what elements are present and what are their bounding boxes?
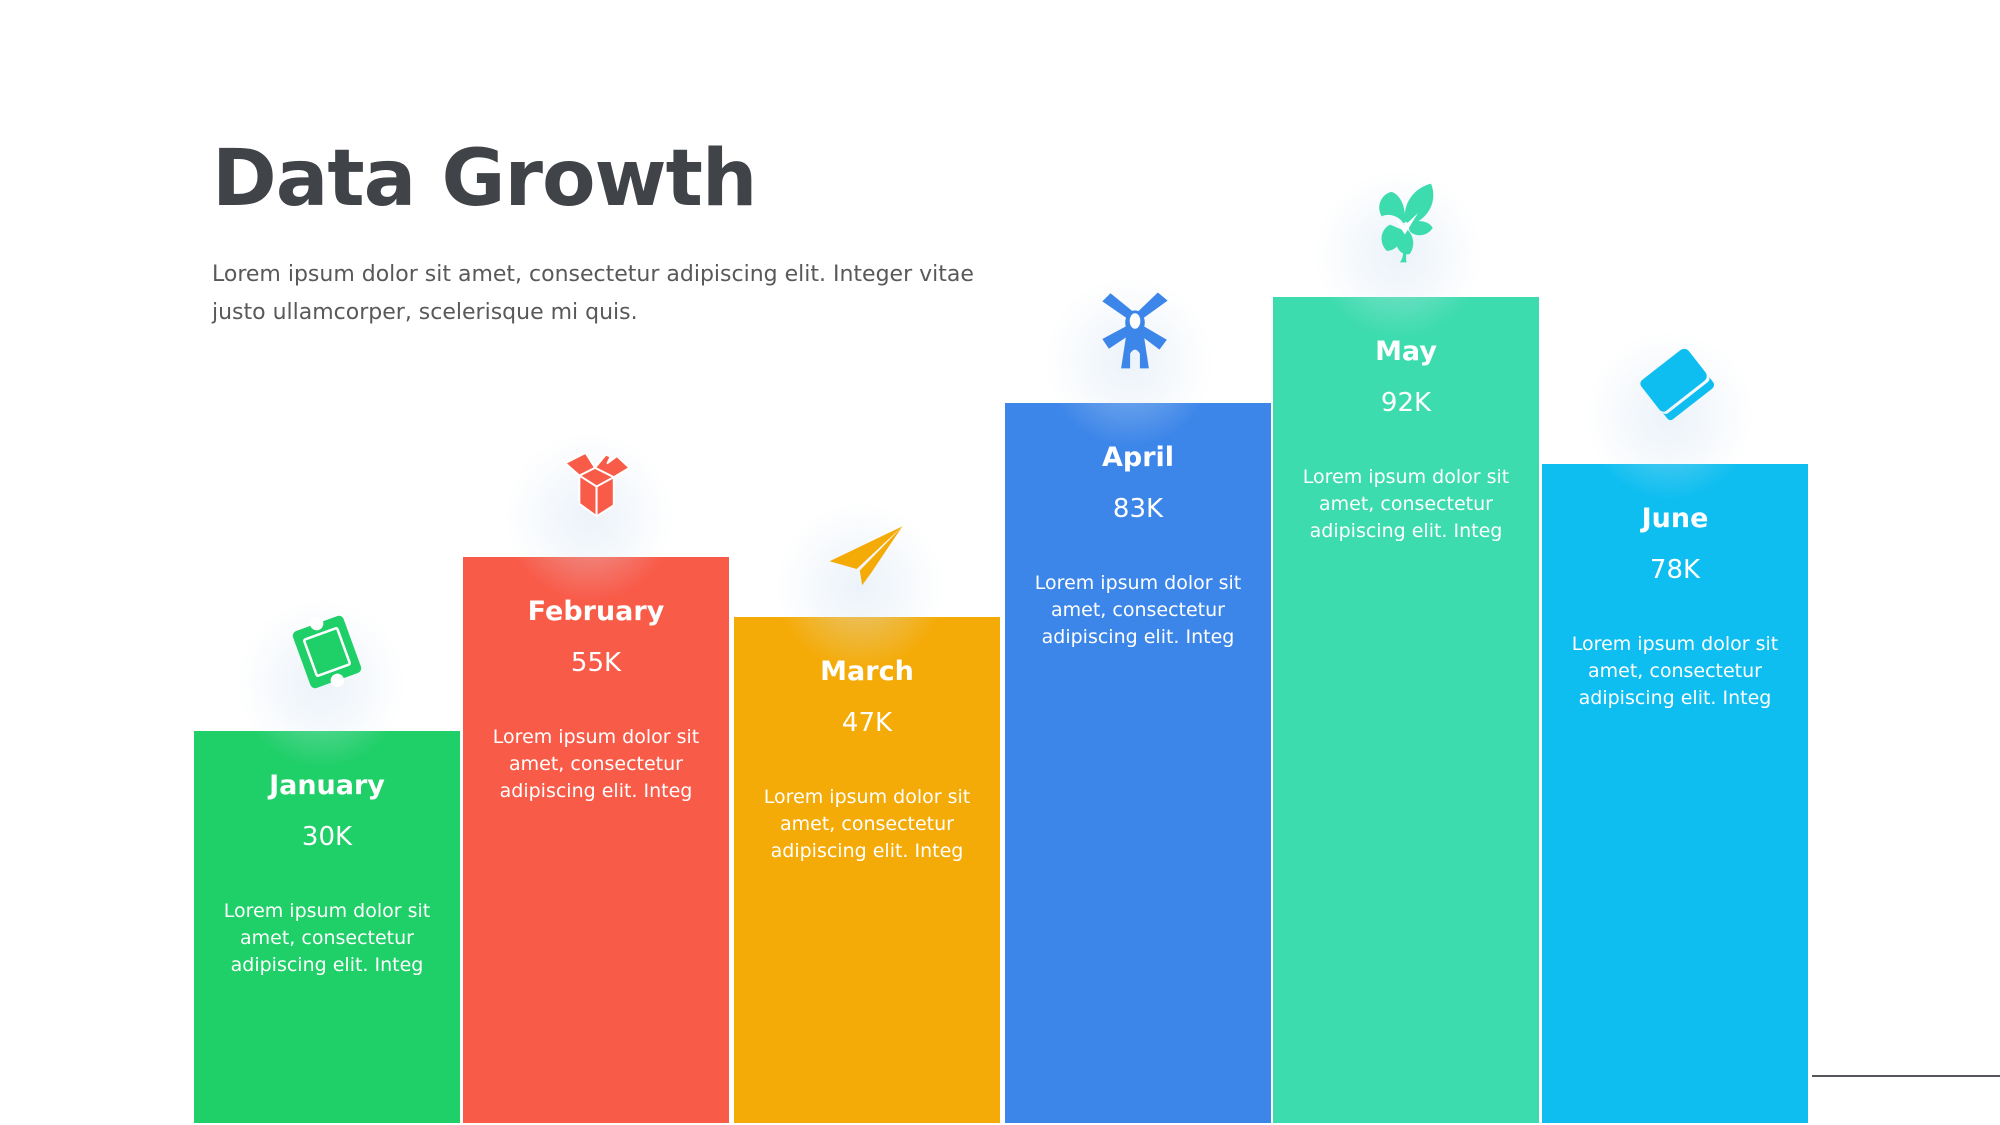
bar-description: Lorem ipsum dolor sit amet, consectetur … — [1034, 572, 1242, 648]
bar-description: Lorem ipsum dolor sit amet, consectetur … — [1571, 633, 1779, 709]
ticket-icon — [234, 596, 409, 771]
page-title: Data Growth — [212, 134, 757, 224]
windmill-icon — [1042, 274, 1217, 449]
bar-column: April 83K Lorem ipsum dolor sit amet, co… — [1005, 403, 1271, 1123]
bar-value-label: 83K — [1112, 494, 1164, 524]
bar-description: Lorem ipsum dolor sit amet, consectetur … — [492, 726, 700, 802]
bar-column: February 55K Lorem ipsum dolor sit amet,… — [463, 557, 729, 1123]
bar-value-label: 30K — [301, 822, 353, 852]
bar-month-label: January — [269, 770, 385, 801]
bar-value-label: 47K — [841, 708, 893, 738]
bar-month-label: June — [1641, 503, 1709, 534]
flower-icon — [1311, 167, 1486, 342]
bar-description: Lorem ipsum dolor sit amet, consectetur … — [1302, 466, 1510, 542]
bar-description: Lorem ipsum dolor sit amet, consectetur … — [763, 786, 971, 862]
bar-column: March 47K Lorem ipsum dolor sit amet, co… — [734, 617, 1000, 1123]
bar-column: January 30K Lorem ipsum dolor sit amet, … — [194, 731, 460, 1123]
bar-column: May 92K Lorem ipsum dolor sit amet, cons… — [1273, 297, 1539, 1123]
paper-plane-icon — [773, 499, 948, 674]
open-box-icon — [502, 429, 677, 604]
bar-description: Lorem ipsum dolor sit amet, consectetur … — [223, 900, 431, 976]
bar-value-label: 55K — [570, 648, 622, 678]
bar-column: June 78K Lorem ipsum dolor sit amet, con… — [1542, 464, 1808, 1123]
bar-value-label: 78K — [1649, 555, 1701, 585]
page-subtitle: Lorem ipsum dolor sit amet, consectetur … — [212, 262, 974, 325]
axis-baseline-line — [1812, 1075, 2000, 1077]
book-icon — [1582, 328, 1757, 503]
bar-value-label: 92K — [1380, 388, 1432, 418]
